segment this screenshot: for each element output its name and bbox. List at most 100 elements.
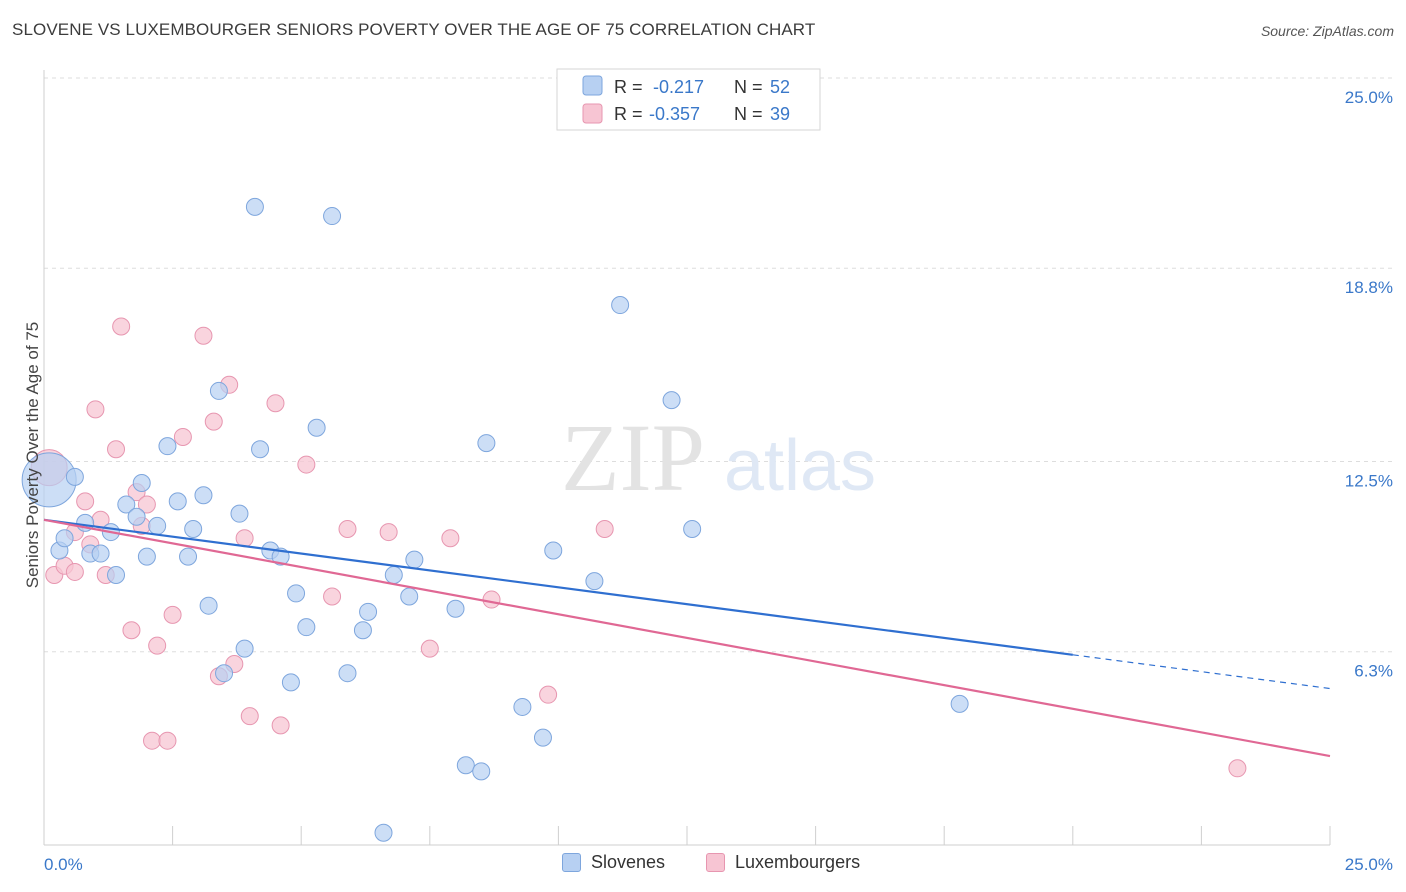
- slovenes-point-9: [117, 495, 136, 514]
- slovenes-point-6: [91, 544, 110, 563]
- slovenes-point-35: [359, 602, 378, 621]
- slovenes-point-32: [323, 207, 342, 226]
- gridlines: [44, 77, 1395, 653]
- legend-luxembourgers-r-label: R =: [614, 104, 643, 124]
- slovenes-point-15: [168, 492, 187, 511]
- slovenes-point-20: [209, 381, 228, 400]
- slovenes-point-21: [215, 664, 234, 683]
- legend-slovenes-n-label: N =: [734, 77, 763, 97]
- slovenes-trend-extension: [1072, 654, 1331, 690]
- slovenes-point-50: [683, 519, 702, 538]
- legend-item-luxembourgers: Luxembourgers: [706, 852, 860, 873]
- slovenes-point-12: [137, 547, 156, 566]
- luxembourgers-point-7: [86, 400, 105, 419]
- legend-luxembourgers-n-label: N =: [734, 104, 763, 124]
- slovenes-point-44: [513, 697, 532, 716]
- slovenes-point-25: [251, 440, 270, 459]
- slovenes-point-49: [662, 391, 681, 410]
- legend-slovenes-n-value: 52: [770, 77, 790, 97]
- luxembourgers-point-22: [204, 412, 223, 431]
- luxembourgers-point-32: [338, 519, 357, 538]
- watermark: ZIP atlas: [561, 404, 876, 511]
- slovenes-point-31: [307, 418, 326, 437]
- watermark-atlas: atlas: [724, 426, 876, 506]
- luxembourgers-points: [30, 317, 1247, 778]
- slovenes-points: [21, 197, 969, 842]
- y-axis-label: Seniors Poverty Over the Age of 75: [23, 322, 42, 588]
- legend-luxembourgers-n-value: 39: [770, 104, 790, 124]
- luxembourgers-swatch: [706, 853, 725, 872]
- slovenes-point-16: [179, 547, 198, 566]
- x-tick-label-max: 25.0%: [1345, 855, 1393, 874]
- luxembourgers-point-27: [240, 707, 259, 726]
- luxembourgers-trend-line: [43, 518, 1331, 758]
- x-tick-label-min: 0.0%: [44, 855, 83, 874]
- slovenes-point-42: [472, 762, 491, 781]
- slovenes-point-28: [281, 673, 300, 692]
- y-tick-label-2: 18.8%: [1345, 278, 1393, 297]
- legend-box: R = -0.217 N = 52 R = -0.357 N = 39: [556, 68, 821, 131]
- legend-luxembourgers-r-value: -0.357: [649, 104, 700, 124]
- luxembourgers-point-34: [420, 639, 439, 658]
- chart-source: Source: ZipAtlas.com: [1260, 23, 1394, 39]
- slovenes-point-38: [400, 587, 419, 606]
- slovenes-point-14: [158, 437, 177, 456]
- slovenes-point-47: [585, 572, 604, 591]
- luxembourgers-point-11: [112, 317, 131, 336]
- slovenes-point-43: [477, 434, 496, 453]
- luxembourgers-point-36: [482, 590, 501, 609]
- slovenes-point-34: [353, 621, 372, 640]
- chart-title: SLOVENE VS LUXEMBOURGER SENIORS POVERTY …: [12, 20, 816, 39]
- slovenes-point-29: [287, 584, 306, 603]
- slovenes-point-37: [384, 566, 403, 585]
- slovenes-swatch: [562, 853, 581, 872]
- luxembourgers-point-39: [1228, 759, 1247, 778]
- slovenes-point-19: [199, 596, 218, 615]
- slovenes-point-10: [127, 507, 146, 526]
- luxembourgers-point-12: [122, 621, 141, 640]
- luxembourgers-point-18: [158, 731, 177, 750]
- slovenes-point-30: [297, 618, 316, 637]
- luxembourgers-point-35: [441, 529, 460, 548]
- luxembourgers-point-30: [297, 455, 316, 474]
- y-tick-labels: 6.3% 12.5% 18.8% 25.0%: [1345, 88, 1393, 681]
- slovenes-point-8: [107, 566, 126, 585]
- luxembourgers-point-5: [76, 492, 95, 511]
- slovenes-point-36: [374, 823, 393, 842]
- luxembourgers-point-20: [173, 427, 192, 446]
- slovenes-point-22: [230, 504, 249, 523]
- slovenes-point-3: [55, 529, 74, 548]
- legend-label-luxembourgers: Luxembourgers: [735, 852, 861, 872]
- luxembourgers-point-31: [323, 587, 342, 606]
- slovenes-point-18: [194, 486, 213, 505]
- y-tick-label-3: 25.0%: [1345, 88, 1393, 107]
- luxembourgers-point-26: [235, 529, 254, 548]
- luxembourgers-point-33: [379, 523, 398, 542]
- luxembourgers-point-19: [163, 605, 182, 624]
- x-tick-labels: 0.0% 25.0%: [44, 855, 1393, 874]
- bottom-legend: Slovenes Luxembourgers: [0, 852, 1406, 878]
- legend-luxembourgers-swatch: [582, 103, 603, 124]
- slovenes-trend-line: [43, 518, 1073, 656]
- slovenes-point-33: [338, 664, 357, 683]
- slovenes-point-51: [950, 694, 969, 713]
- legend-item-slovenes: Slovenes: [562, 852, 665, 873]
- trend-lines: [43, 518, 1331, 758]
- luxembourgers-point-29: [271, 716, 290, 735]
- slovenes-point-39: [405, 550, 424, 569]
- slovenes-point-41: [456, 756, 475, 775]
- luxembourgers-point-17: [148, 636, 167, 655]
- slovenes-point-24: [245, 197, 264, 216]
- slovenes-point-17: [184, 519, 203, 538]
- luxembourgers-point-16: [143, 731, 162, 750]
- y-tick-label-1: 12.5%: [1345, 472, 1393, 491]
- slovenes-point-40: [446, 599, 465, 618]
- x-ticks: [43, 826, 1331, 845]
- slovenes-point-1: [65, 467, 84, 486]
- legend-slovenes-swatch: [582, 75, 603, 96]
- slovenes-point-46: [544, 541, 563, 560]
- luxembourgers-point-21: [194, 326, 213, 345]
- slovenes-point-11: [132, 473, 151, 492]
- y-tick-label-0: 6.3%: [1354, 662, 1393, 681]
- luxembourgers-point-38: [595, 519, 614, 538]
